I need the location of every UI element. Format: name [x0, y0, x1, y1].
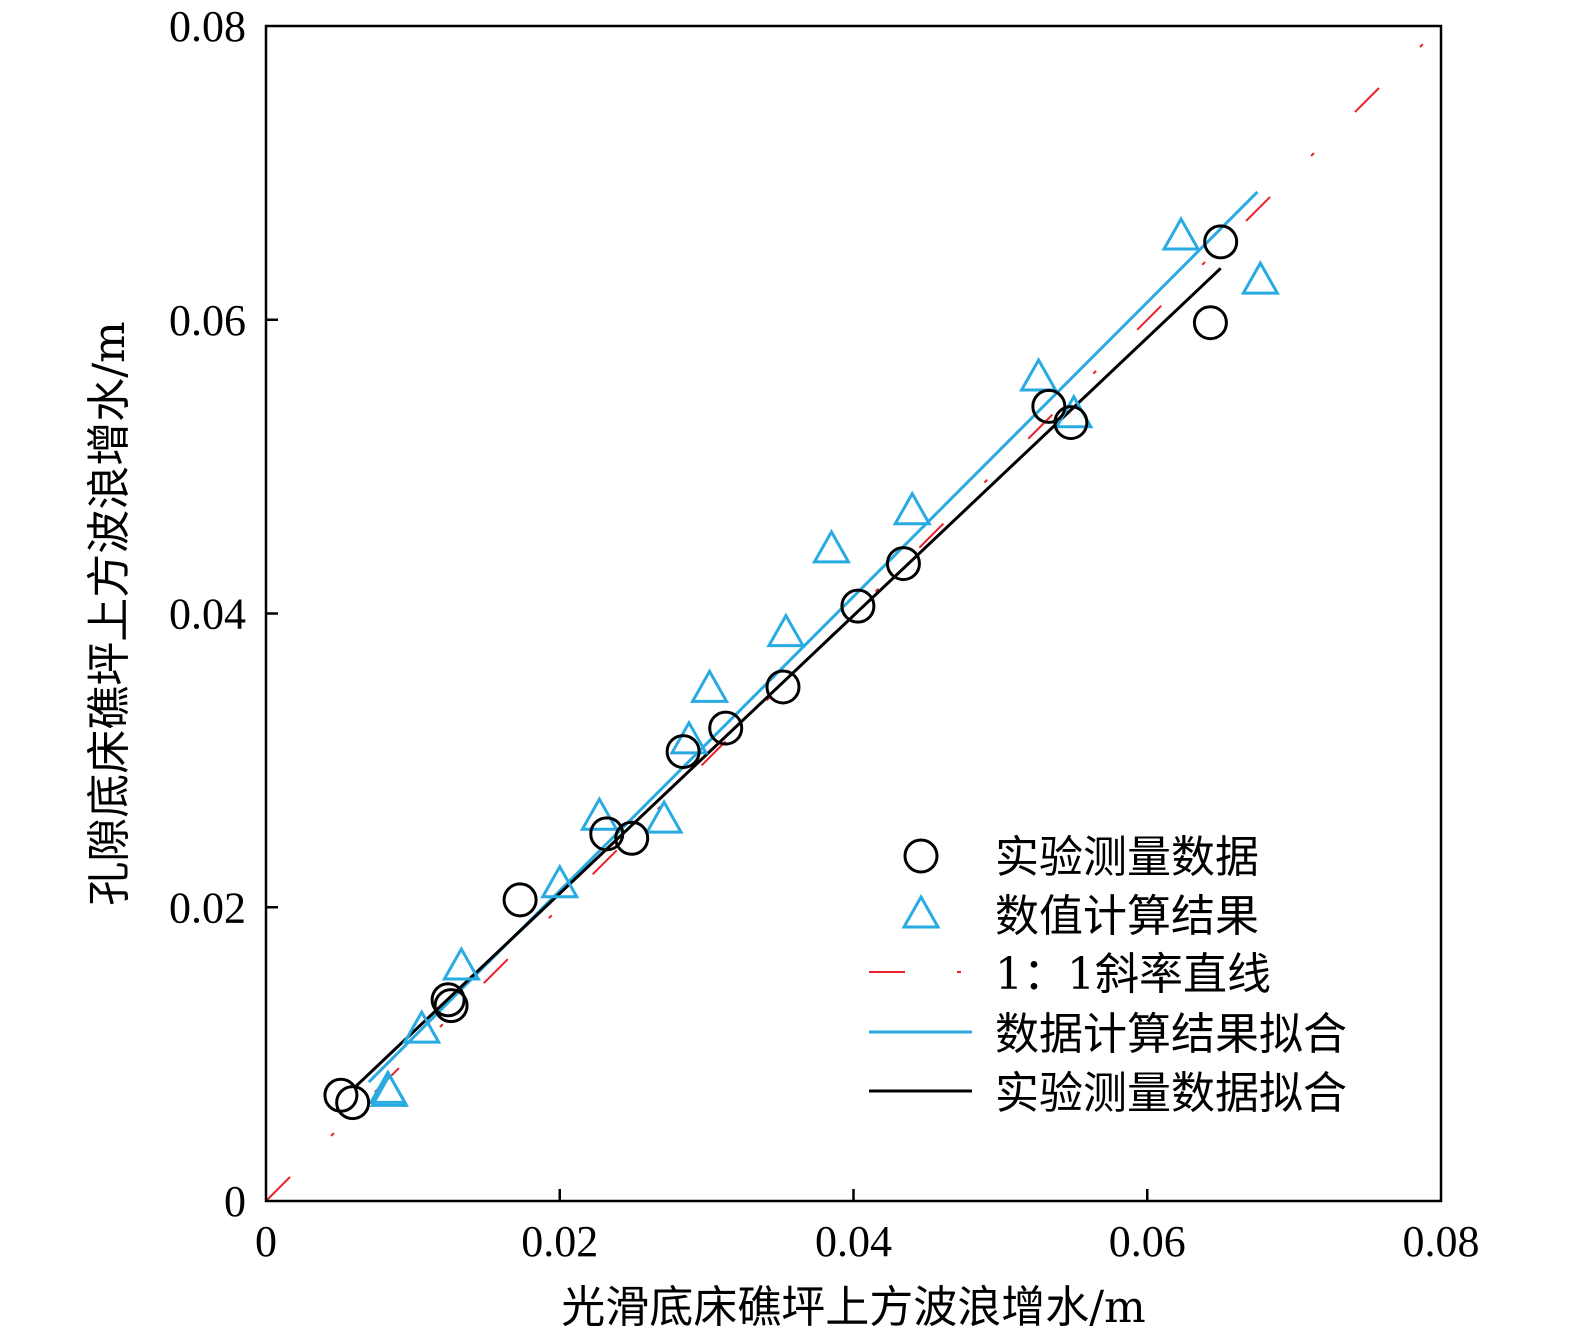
- y-axis-title: 孔隙底床礁坪上方波浪增水/m: [84, 321, 135, 906]
- numerical-point-10: [811, 528, 852, 564]
- x-tick-label-3: 0.06: [1109, 1217, 1186, 1266]
- legend-label-experiment: 实验测量数据: [995, 832, 1259, 883]
- experiment-point-2: [430, 982, 466, 1018]
- x-axis-title: 光滑底床礁坪上方波浪增水/m: [561, 1282, 1146, 1333]
- numerical-point-5: [579, 796, 619, 831]
- legend-label-numerical-fit: 数据计算结果拟合: [995, 1009, 1347, 1060]
- y-tick-label-0: 0: [224, 1177, 246, 1226]
- experiment-point-11: [885, 546, 921, 582]
- y-tick-label-1: 0.02: [169, 883, 246, 932]
- experiment-point-6: [614, 820, 650, 856]
- numerical-point-11: [892, 490, 932, 526]
- numerical-point-4: [540, 863, 580, 899]
- legend: 实验测量数据 数值计算结果 1：1斜率直线 数据计算结果拟合 实验测量数据拟合: [869, 832, 1347, 1119]
- experiment-point-3: [433, 988, 469, 1024]
- x-tick-label-0: 0: [255, 1217, 277, 1266]
- numerical-point-9: [766, 612, 806, 648]
- legend-label-numerical: 数值计算结果: [995, 891, 1259, 942]
- y-tick-label-3: 0.06: [169, 296, 246, 345]
- x-tick-label-1: 0.02: [521, 1217, 598, 1266]
- legend-label-experiment-fit: 实验测量数据拟合: [995, 1068, 1347, 1119]
- x-tick-label-4: 0.08: [1403, 1217, 1480, 1266]
- experiment-point-5: [589, 816, 625, 852]
- numerical-point-8: [689, 668, 730, 703]
- numerical-point-15: [1240, 260, 1280, 295]
- numerical-point-6: [644, 799, 684, 834]
- legend-marker-numerical: [901, 893, 941, 929]
- experiment-point-8: [708, 710, 744, 746]
- numerical-point-3: [441, 945, 481, 981]
- y-tick-label-4: 0.08: [169, 2, 246, 51]
- experiment-fit-line: [353, 267, 1222, 1089]
- x-tick-label-2: 0.04: [815, 1217, 892, 1266]
- y-tick-label-2: 0.04: [169, 590, 246, 639]
- plot-content: [265, 25, 1442, 1202]
- numerical-point-2: [402, 1009, 442, 1044]
- experiment-point-0: [323, 1077, 359, 1113]
- legend-label-reference: 1：1斜率直线: [995, 949, 1271, 1000]
- experiment-point-1: [335, 1085, 371, 1121]
- legend-marker-experiment: [903, 838, 939, 874]
- numerical-point-12: [1018, 356, 1059, 392]
- numerical-point-7: [669, 719, 709, 755]
- experiment-point-7: [665, 734, 701, 770]
- experiment-point-9: [765, 669, 801, 705]
- experiment-point-10: [840, 588, 876, 624]
- experiment-point-13: [1053, 405, 1089, 441]
- axis-ticks: 0 0.02 0.04 0.06 0.08 0 0.02 0.04 0.06 0.08: [169, 2, 1480, 1266]
- experiment-point-14: [1192, 305, 1228, 341]
- experiment-point-4: [502, 882, 538, 918]
- experiment-point-15: [1203, 224, 1239, 260]
- numerical-point-14: [1161, 215, 1201, 251]
- numerical-point-1: [369, 1072, 409, 1107]
